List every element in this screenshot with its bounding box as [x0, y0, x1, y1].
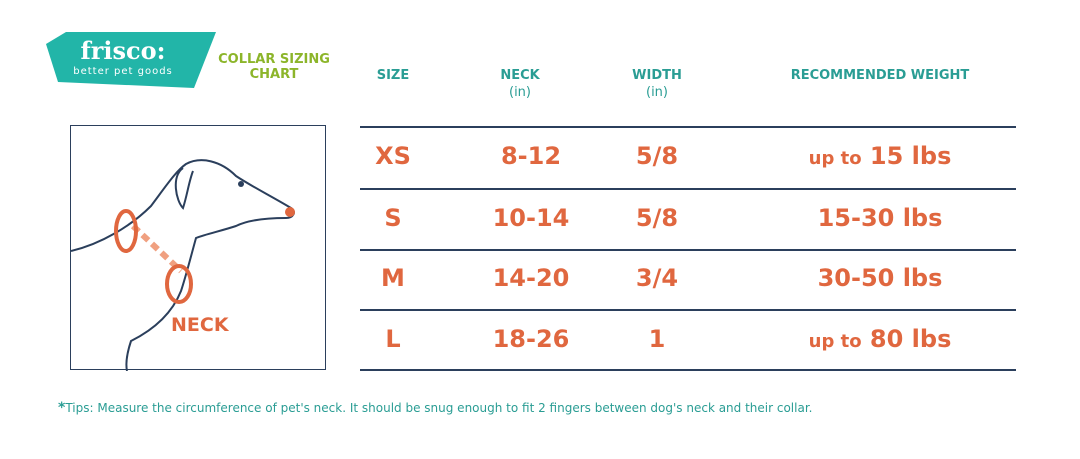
weight-prefix: up to [808, 331, 862, 352]
header-width: WIDTH (in) [617, 67, 697, 101]
cell-weight: up to 80 lbs [790, 325, 970, 353]
cell-size: XS [375, 142, 411, 170]
cell-width: 5/8 [635, 204, 679, 232]
header-neck-unit: (in) [509, 85, 531, 100]
dog-icon [70, 159, 295, 372]
header-size: SIZE [376, 68, 410, 83]
cell-weight: up to 15 lbs [790, 142, 970, 170]
chart-title: COLLAR SIZING CHART [218, 52, 330, 82]
header-width-unit: (in) [646, 85, 668, 100]
weight-value: 80 lbs [869, 325, 952, 353]
cell-width: 5/8 [635, 142, 679, 170]
cell-width: 3/4 [635, 264, 679, 292]
neck-label: NECK [171, 314, 229, 336]
divider [360, 309, 1016, 311]
logo-brand: frisco: [80, 36, 166, 65]
frisco-logo: frisco: better pet goods [46, 32, 216, 88]
cell-weight: 30-50 lbs [790, 264, 970, 292]
cell-neck: 14-20 [492, 264, 570, 292]
cell-neck: 18-26 [492, 325, 570, 353]
cell-neck: 10-14 [492, 204, 570, 232]
tips-text: Tips: Measure the circumference of pet's… [65, 401, 813, 415]
cell-size: S [384, 204, 402, 232]
divider [360, 126, 1016, 128]
weight-value: 15-30 lbs [817, 204, 943, 232]
weight-value: 15 lbs [869, 142, 952, 170]
divider [360, 369, 1016, 371]
header-neck-label: NECK [500, 68, 540, 83]
cell-width: 1 [648, 325, 666, 353]
tips-note: *Tips: Measure the circumference of pet'… [58, 400, 812, 416]
header-weight: RECOMMENDED WEIGHT [790, 68, 970, 83]
cell-weight: 15-30 lbs [790, 204, 970, 232]
header-width-label: WIDTH [632, 68, 682, 83]
weight-prefix: up to [808, 148, 862, 169]
logo-tagline: better pet goods [73, 66, 173, 77]
cell-size: L [385, 325, 401, 353]
divider [360, 188, 1016, 190]
divider [360, 249, 1016, 251]
cell-size: M [381, 264, 405, 292]
cell-neck: 8-12 [500, 142, 562, 170]
tips-marker: * [58, 400, 66, 416]
weight-value: 30-50 lbs [817, 264, 943, 292]
header-neck: NECK (in) [480, 67, 560, 101]
dog-neck-illustration: NECK [70, 125, 326, 372]
